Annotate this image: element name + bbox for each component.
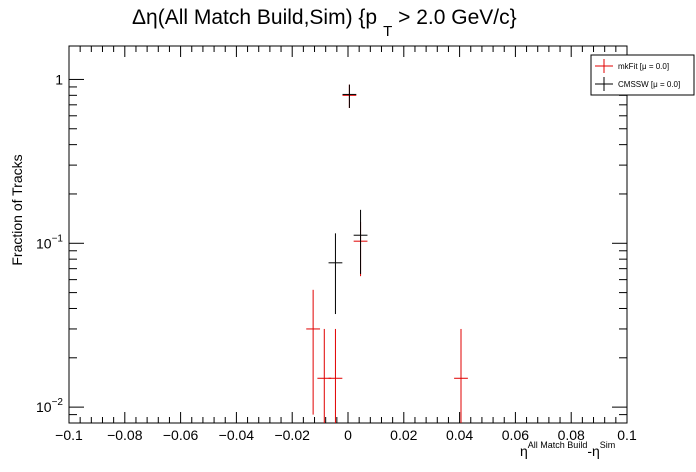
x-tick-label: 0 <box>344 427 352 443</box>
x-tick-label: 0.08 <box>558 427 585 443</box>
x-tick-label: 0.02 <box>390 427 417 443</box>
y-axis-ticks: 1 10−1 10−2 <box>36 71 627 424</box>
x-tick-label: −0.06 <box>163 427 199 443</box>
series-cmssw <box>328 84 368 315</box>
x-axis-label-mid: -η <box>587 443 599 459</box>
chart-title-main: Δη(All Match Build,Sim) {p <box>132 6 377 29</box>
x-tick-label: 0.04 <box>446 427 473 443</box>
x-tick-label: −0.04 <box>219 427 255 443</box>
x-axis-label-sup2: Sim <box>600 440 616 450</box>
plot-frame <box>68 45 628 424</box>
x-tick-label: 0.06 <box>502 427 529 443</box>
x-tick-label: −0.1 <box>55 427 83 443</box>
y-tick-label: 1 <box>55 71 63 87</box>
x-tick-label: 0.1 <box>617 427 637 443</box>
x-axis-label-sup1: All Match Build <box>528 440 588 450</box>
x-axis-label-eta1: η <box>520 443 528 459</box>
x-axis-ticks: −0.1 −0.08 −0.06 −0.04 −0.02 0 0.02 0.04 0.06 0.0… <box>55 46 637 443</box>
legend-entry-mkfit: mkFit [μ = 0.0] <box>595 59 669 73</box>
chart-title-subscript: T <box>383 23 392 40</box>
x-tick-label: −0.08 <box>107 427 143 443</box>
y-axis-label: Fraction of Tracks <box>9 154 25 265</box>
y-tick-label: 10−2 <box>36 397 63 415</box>
legend-label-cmssw: CMSSW [μ = 0.0] <box>618 80 680 89</box>
x-axis-label: ηAll Match Build-ηSim <box>520 440 615 459</box>
x-tick-label: −0.02 <box>274 427 310 443</box>
chart-title-suffix: > 2.0 GeV/c} <box>392 6 516 29</box>
legend-entry-cmssw: CMSSW [μ = 0.0] <box>595 77 680 91</box>
series-mkfit <box>306 84 468 423</box>
data-marks <box>306 84 468 423</box>
legend-label-mkfit: mkFit [μ = 0.0] <box>618 62 669 71</box>
y-tick-label: 10−1 <box>36 233 63 251</box>
legend-box <box>590 54 695 96</box>
chart-title: Δη(All Match Build,Sim) {p T > 2.0 GeV/c} <box>132 6 517 40</box>
legend: mkFit [μ = 0.0] CMSSW [μ = 0.0] <box>590 54 695 96</box>
